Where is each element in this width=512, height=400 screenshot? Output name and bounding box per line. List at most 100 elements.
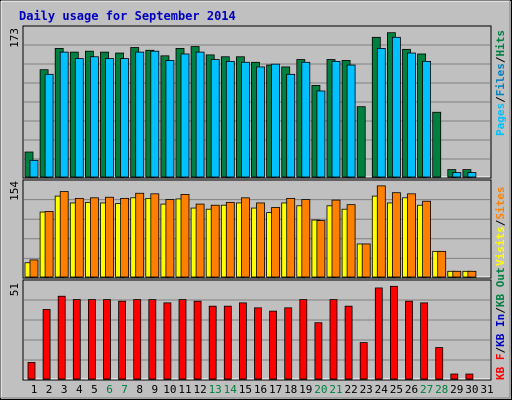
sites-bar xyxy=(422,200,432,278)
day-label: 1 xyxy=(31,383,38,396)
legend-item: Hits xyxy=(494,30,507,57)
day-label: 4 xyxy=(76,383,83,396)
kb-bar xyxy=(133,299,142,380)
day-label: 17 xyxy=(269,383,282,396)
kb-bar xyxy=(103,299,111,380)
sites-bar xyxy=(437,250,447,278)
sites-bar xyxy=(150,193,160,278)
sites-bar xyxy=(301,199,311,278)
day-label: 10 xyxy=(163,383,176,396)
kb-bar xyxy=(450,373,459,380)
visits-panel xyxy=(22,179,492,279)
day-label: 26 xyxy=(405,383,418,396)
day-label: 25 xyxy=(390,383,403,396)
legend-separator: / xyxy=(494,307,507,314)
kb-bar xyxy=(72,299,81,380)
kb-bar xyxy=(299,299,308,380)
kb-legend: KB F/KB In/KB Out xyxy=(494,267,507,380)
day-label: 19 xyxy=(299,383,312,396)
kb-bar xyxy=(389,285,398,380)
sites-bar xyxy=(44,211,54,278)
sites-bar xyxy=(195,203,205,278)
kb-bar xyxy=(344,305,353,380)
sites-bar xyxy=(331,199,341,278)
kb-bar xyxy=(254,307,262,380)
sites-bar xyxy=(467,270,477,278)
day-label: 3 xyxy=(61,383,68,396)
hits-legend: Pages/Files/Hits xyxy=(494,30,507,136)
sites-bar xyxy=(59,191,69,278)
sites-bar xyxy=(391,192,401,278)
files-bar xyxy=(391,36,401,178)
day-label: 24 xyxy=(375,383,389,396)
files-bar xyxy=(331,60,341,178)
visits-legend: Visits/Sites xyxy=(494,187,507,267)
kb-bar xyxy=(118,300,126,380)
kb-bar xyxy=(42,309,51,380)
chart-title: Daily usage for September 2014 xyxy=(19,9,236,23)
files-bar xyxy=(407,52,416,178)
day-label: 28 xyxy=(435,383,448,396)
day-label: 15 xyxy=(239,383,252,396)
sites-bar xyxy=(256,202,265,278)
hits-bar xyxy=(356,106,366,178)
legend-item: KB Out xyxy=(494,267,507,307)
day-labels: 1 2 3 4 5 6 7 8 9 10 11 12 13 14 15 16 17 18 19 20 21 22 23 24 2… xyxy=(31,383,494,396)
files-bar xyxy=(452,172,462,178)
day-label: 2 xyxy=(46,383,53,396)
sites-bar xyxy=(105,196,114,278)
sites-bar xyxy=(240,197,250,278)
day-label: 18 xyxy=(284,383,297,396)
sites-bar xyxy=(407,193,416,278)
files-bar xyxy=(90,56,99,178)
day-label: 8 xyxy=(136,383,143,396)
legend-visits-text: Visits/Sites xyxy=(494,187,507,267)
visits-max-label: 154 xyxy=(8,181,21,201)
kb-bar xyxy=(269,310,278,380)
legend-item: Files xyxy=(494,63,507,96)
hits-max-label: 173 xyxy=(8,28,21,48)
kb-bar xyxy=(193,300,202,380)
day-label: 27 xyxy=(420,383,433,396)
kb-bar xyxy=(374,287,383,380)
files-bar xyxy=(74,58,84,178)
kb-bar xyxy=(148,299,157,380)
day-label: 21 xyxy=(329,383,342,396)
day-label: 16 xyxy=(254,383,267,396)
sites-bar xyxy=(29,259,39,278)
kb-bar xyxy=(435,347,444,380)
day-label: 22 xyxy=(344,383,357,396)
files-bar xyxy=(256,66,265,178)
sites-bar xyxy=(361,243,371,278)
kb-bar xyxy=(88,299,96,380)
kbytes-panel xyxy=(22,279,492,381)
kb-bar xyxy=(405,300,413,380)
legend-separator: / xyxy=(494,219,507,226)
day-label: 14 xyxy=(224,383,238,396)
sites-bar xyxy=(135,192,145,278)
legend-hits-text: Pages/Files/Hits xyxy=(494,30,507,136)
day-label: 13 xyxy=(209,383,222,396)
files-bar xyxy=(105,58,114,178)
kb-max-label: 51 xyxy=(8,283,21,296)
sites-bar xyxy=(225,201,235,278)
kb-bar xyxy=(163,302,172,380)
kb-bar xyxy=(57,295,66,380)
kb-bar xyxy=(178,299,187,380)
day-label: 23 xyxy=(360,383,373,396)
legend-kb-text: KB F/KB In/KB Out xyxy=(494,267,507,380)
files-bar xyxy=(240,61,250,178)
hits-bar xyxy=(432,111,442,178)
legend-separator: / xyxy=(494,96,507,103)
kb-bar xyxy=(238,302,247,380)
files-bar xyxy=(346,64,356,178)
files-bar xyxy=(195,51,205,178)
files-bar xyxy=(135,51,145,178)
kb-bar xyxy=(359,342,368,380)
files-bar xyxy=(271,63,281,178)
kb-bar xyxy=(208,305,217,380)
day-label: 6 xyxy=(106,383,113,396)
day-label: 5 xyxy=(91,383,98,396)
kb-bar xyxy=(284,307,293,380)
